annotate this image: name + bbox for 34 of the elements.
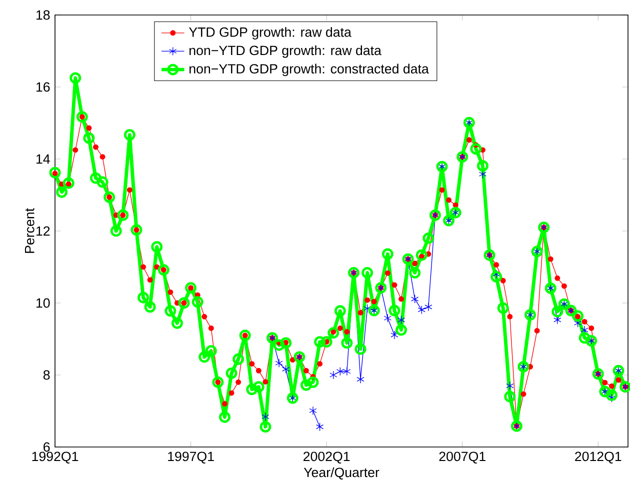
point (262, 412, 270, 422)
point (384, 314, 392, 322)
point (275, 358, 283, 368)
y-tick-label: 8 (43, 370, 50, 380)
legend-label: YTD GDP growth: raw data (188, 27, 352, 40)
y-tick-label: 16 (36, 82, 50, 92)
point (336, 367, 344, 376)
y-tick-label: 14 (36, 154, 50, 164)
point (309, 406, 317, 415)
x-tick-label: 2002Q1 (304, 452, 350, 464)
point (364, 304, 372, 313)
point (397, 316, 406, 324)
point (282, 364, 290, 374)
y-tick-label: 18 (36, 10, 50, 20)
point (574, 318, 582, 328)
y-axis-title: Percent (25, 208, 34, 253)
x-tick-label: 2012Q1 (575, 452, 622, 464)
x-tick-label: 1992Q1 (32, 452, 78, 464)
point (390, 330, 398, 340)
y-tick-label: 12 (36, 226, 50, 236)
point (330, 370, 338, 380)
point (343, 367, 351, 376)
point (316, 422, 324, 432)
point (418, 305, 426, 314)
point (411, 294, 419, 304)
x-tick-label: 2007Q1 (439, 452, 486, 464)
legend-label: non−YTD GDP growth: raw data (190, 45, 382, 58)
y-tick-label: 6 (44, 442, 50, 452)
legend-label: non−YTD GDP growth: constracted data (190, 64, 429, 76)
point (424, 302, 432, 312)
point (506, 381, 514, 390)
y-tick-label: 10 (36, 298, 50, 308)
x-axis-title: Year/Quarter (304, 467, 380, 480)
x-tick-label: 1997Q1 (168, 452, 214, 464)
